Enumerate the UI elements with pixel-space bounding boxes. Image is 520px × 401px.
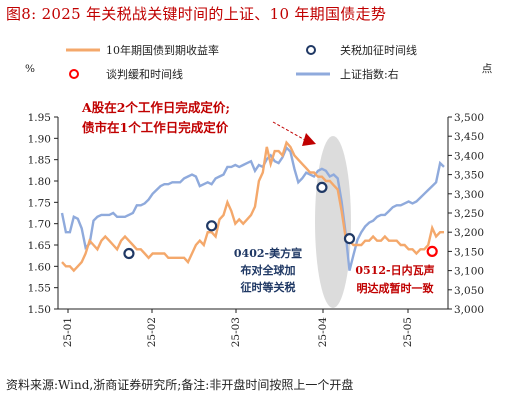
annotation-mid-line-1: 0402-美方宣 bbox=[234, 246, 302, 260]
right-tick-label: 3,300 bbox=[454, 189, 484, 201]
right-tick-label: 3,100 bbox=[454, 266, 484, 278]
right-tick-label: 3,000 bbox=[454, 304, 484, 316]
annotation-top-line-2: 债市在1个工作日完成定价 bbox=[82, 120, 229, 135]
highlight-ellipse bbox=[315, 136, 351, 308]
x-tick-label: 25-03 bbox=[230, 317, 242, 347]
series-lines bbox=[60, 140, 445, 273]
legend-tariff-label: 关税加征时间线 bbox=[340, 43, 417, 57]
right-tick-label: 3,150 bbox=[454, 246, 484, 258]
left-tick-label: 1.60 bbox=[28, 261, 51, 273]
left-tick-label: 1.75 bbox=[28, 197, 51, 209]
left-tick-label: 1.95 bbox=[28, 112, 51, 124]
right-tick-label: 3,200 bbox=[454, 227, 484, 239]
right-tick-label: 3,400 bbox=[454, 150, 484, 162]
x-tick-label: 25-04 bbox=[317, 317, 329, 348]
left-axis-ticks: 1.50 1.55 1.60 1.65 1.70 1.75 1.80 1.85 1.90 1.95 bbox=[28, 112, 58, 316]
left-axis-unit: % bbox=[25, 63, 35, 75]
right-tick-label: 3,350 bbox=[454, 170, 484, 182]
annotation-arrow-line bbox=[272, 121, 306, 141]
right-tick-label: 3,500 bbox=[454, 112, 484, 124]
tariff-marker bbox=[206, 220, 218, 232]
x-tick-label: 25-01 bbox=[62, 317, 74, 347]
annotation-mid-line-2: 布对全球加 bbox=[241, 263, 296, 277]
legend: 10年期国债到期收益率 关税加征时间线 谈判缓和时间线 上证指数:右 bbox=[66, 43, 417, 81]
left-tick-label: 1.80 bbox=[28, 176, 51, 188]
right-tick-label: 3,050 bbox=[454, 285, 484, 297]
right-tick-label: 3,450 bbox=[454, 131, 484, 143]
annotation-top-line-1: A股在2个工作日完成定价; bbox=[81, 100, 230, 115]
x-tick-label: 25-05 bbox=[402, 317, 414, 347]
series-line-bond bbox=[61, 140, 444, 273]
legend-index-label: 上证指数:右 bbox=[340, 67, 399, 81]
left-tick-label: 1.65 bbox=[28, 240, 51, 252]
annotation-right-line-1: 0512-日内瓦声 bbox=[355, 263, 434, 277]
left-tick-label: 1.70 bbox=[28, 219, 51, 231]
left-tick-label: 1.90 bbox=[28, 133, 51, 145]
annotation-arrow-head bbox=[302, 133, 316, 146]
right-axis-unit: 点 bbox=[482, 63, 493, 75]
annotation-right-line-2: 明达成暂时一致 bbox=[357, 281, 435, 295]
x-tick-label: 25-02 bbox=[146, 317, 158, 347]
annotation-mid-line-3: 征时等关税 bbox=[241, 280, 296, 294]
talk-marker bbox=[426, 245, 438, 257]
tariff-marker bbox=[123, 247, 135, 260]
figure-title: 图8: 2025 年关税战关键时间的上证、10 年期国债走势 bbox=[6, 5, 387, 23]
legend-tariff-marker bbox=[306, 45, 316, 55]
event-markers bbox=[123, 181, 438, 260]
legend-talk-label: 谈判缓和时间线 bbox=[106, 67, 183, 81]
x-axis-ticks: 25-01 25-02 25-03 25-04 25-05 bbox=[62, 309, 414, 347]
right-tick-label: 3,250 bbox=[454, 208, 484, 220]
left-tick-label: 1.85 bbox=[28, 155, 51, 167]
left-tick-label: 1.55 bbox=[28, 283, 51, 295]
legend-talk-marker bbox=[69, 69, 79, 79]
source-note: 资料来源:Wind,浙商证券研究所;备注:非开盘时间按照上一个开盘 bbox=[6, 378, 354, 392]
tariff-marker bbox=[343, 233, 356, 245]
left-tick-label: 1.50 bbox=[28, 304, 51, 316]
series-line-index bbox=[60, 145, 445, 271]
right-axis-ticks: 3,000 3,050 3,100 3,150 3,200 3,250 3,300 3,350… bbox=[448, 112, 484, 316]
legend-bond-label: 10年期国债到期收益率 bbox=[106, 43, 219, 57]
tariff-marker bbox=[316, 181, 328, 193]
